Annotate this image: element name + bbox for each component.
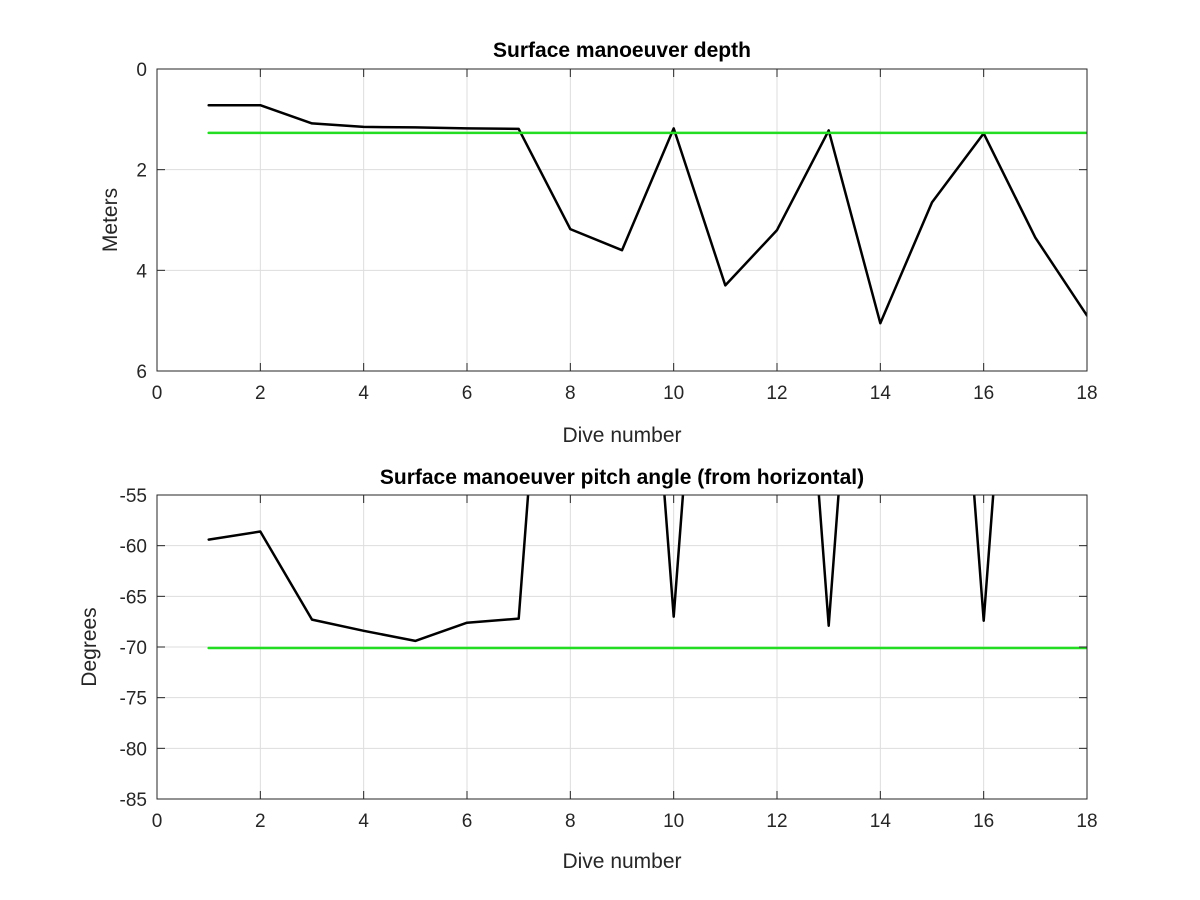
series-group xyxy=(207,103,1087,325)
y-tick-label: 6 xyxy=(136,362,147,383)
y-axis-label: Meters xyxy=(99,188,122,252)
x-tick-label: 6 xyxy=(462,383,473,404)
series-group xyxy=(207,495,1087,650)
x-tick-label: 12 xyxy=(766,383,787,404)
y-tick-label: -85 xyxy=(120,790,147,811)
x-tick-label: 14 xyxy=(870,811,892,832)
x-tick-label: 10 xyxy=(663,811,684,832)
pitch-chart: 0 2 4 6 8 10 12 14 16 18 -55 -60 -65 -70 -75 -80 -85 Surf… xyxy=(78,466,1098,873)
x-tick-label: 2 xyxy=(255,383,266,404)
x-tick-label: 10 xyxy=(663,383,684,404)
y-tick-label: -75 xyxy=(120,689,147,710)
x-tick-label: 16 xyxy=(973,811,994,832)
x-axis-label: Dive number xyxy=(562,850,681,873)
x-tick-label: 18 xyxy=(1076,811,1097,832)
axes-box xyxy=(156,68,1088,372)
y-tick-label: -70 xyxy=(120,638,147,659)
y-tick-label: 2 xyxy=(136,161,147,182)
chart-title: Surface manoeuver depth xyxy=(493,39,751,62)
y-tick-label: -55 xyxy=(120,486,147,507)
x-tick-label: 2 xyxy=(255,811,266,832)
x-tick-label: 6 xyxy=(462,811,473,832)
y-tick-label: 4 xyxy=(136,261,147,282)
x-tick-label: 18 xyxy=(1076,383,1097,404)
depth-chart: 0 2 4 6 8 10 12 14 16 18 0 2 4 6 Surface manoeuver dep… xyxy=(99,39,1098,447)
y-tick-label: -80 xyxy=(120,739,147,760)
data-series-line xyxy=(207,495,995,643)
x-axis-label: Dive number xyxy=(562,424,681,447)
x-tick-label: 14 xyxy=(870,383,892,404)
x-tick-label: 12 xyxy=(766,811,787,832)
x-tick-label: 0 xyxy=(152,383,163,404)
x-tick-label: 8 xyxy=(565,811,576,832)
x-tick-label: 8 xyxy=(565,383,576,404)
y-tick-label: 0 xyxy=(136,60,147,81)
x-tick-label: 4 xyxy=(358,811,369,832)
y-tick-label: -60 xyxy=(120,537,147,558)
x-tick-label: 16 xyxy=(973,383,994,404)
y-axis-label: Degrees xyxy=(78,607,101,686)
x-tick-label: 0 xyxy=(152,811,163,832)
y-tick-label: -65 xyxy=(120,587,147,608)
chart-title: Surface manoeuver pitch angle (from hori… xyxy=(380,466,864,489)
x-tick-label: 4 xyxy=(358,383,369,404)
data-series-line xyxy=(207,103,1087,325)
